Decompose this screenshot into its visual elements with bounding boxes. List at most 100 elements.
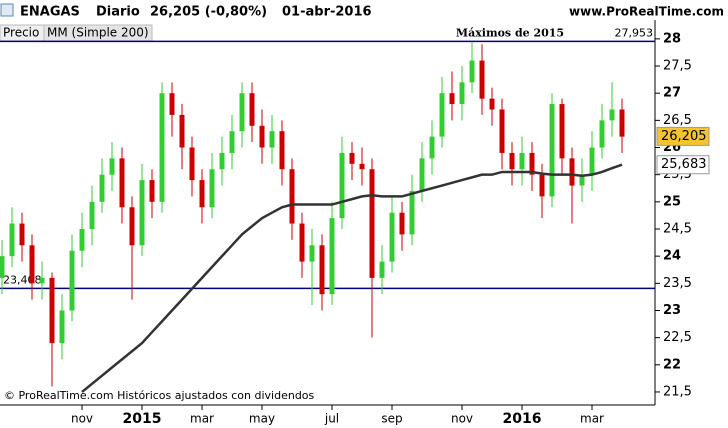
candle-body xyxy=(0,256,5,278)
candle-body xyxy=(229,131,235,153)
candle-body xyxy=(399,212,405,235)
candle-body xyxy=(369,169,375,278)
x-tick-label: may xyxy=(249,412,275,426)
footer: © ProRealTime.com Históricos ajustados c… xyxy=(4,389,315,402)
y-tick-label: 22,5 xyxy=(663,330,692,345)
candle-body xyxy=(339,152,345,219)
candle-body xyxy=(179,114,185,148)
candle-body xyxy=(539,174,545,197)
candle-body xyxy=(199,180,205,208)
candle-body xyxy=(439,93,445,137)
icon xyxy=(0,3,14,17)
price-box-label: 26,205 xyxy=(661,129,707,144)
candle-body xyxy=(79,228,85,251)
candle-body xyxy=(549,104,555,197)
candle-body xyxy=(29,245,35,284)
level-label: 27,953 xyxy=(615,26,654,39)
candle-body xyxy=(39,277,45,284)
y-tick-label: 21,5 xyxy=(663,384,692,399)
candle-body xyxy=(609,109,615,121)
candle-body xyxy=(319,245,325,295)
candle-body xyxy=(489,98,495,110)
candle-body xyxy=(119,158,125,208)
candle-body xyxy=(389,212,395,262)
candle-body xyxy=(619,109,625,137)
candle-body xyxy=(449,93,455,105)
candle-body xyxy=(99,174,105,202)
candle-body xyxy=(579,174,585,186)
candle-body xyxy=(509,152,515,170)
y-tick-label: 24 xyxy=(663,249,681,264)
candle-body xyxy=(529,152,535,175)
y-tick-label: 23,5 xyxy=(663,276,692,291)
y-tick-label: 26,5 xyxy=(663,113,692,128)
date: 01-abr-2016 xyxy=(282,5,372,20)
candle-body xyxy=(109,158,115,175)
candle-body xyxy=(19,223,25,246)
candle-body xyxy=(329,218,335,295)
candle-body xyxy=(249,93,255,126)
candle-body xyxy=(299,223,305,262)
candle-body xyxy=(559,104,565,159)
candle-body xyxy=(429,136,435,159)
candle-body xyxy=(459,82,465,105)
candle-body xyxy=(129,207,135,246)
candle-body xyxy=(169,93,175,115)
candle-body xyxy=(569,158,575,186)
candle-body xyxy=(59,310,65,344)
candle-body xyxy=(289,169,295,224)
candle-body xyxy=(149,180,155,202)
candle-body xyxy=(89,201,95,229)
x-tick-label: nov xyxy=(451,412,473,426)
candle-body xyxy=(409,190,415,235)
candle-body xyxy=(349,152,355,164)
candle-body xyxy=(279,131,285,170)
candle-body xyxy=(469,60,475,83)
candle-body xyxy=(49,277,55,344)
candle-body xyxy=(189,147,195,181)
candle-body xyxy=(259,125,265,148)
candle-body xyxy=(589,147,595,175)
site: www.ProRealTime.com xyxy=(569,5,724,19)
y-tick-label: 27 xyxy=(663,86,681,101)
candle-body xyxy=(519,152,525,170)
x-tick-label: mar xyxy=(190,412,214,426)
candle-body xyxy=(269,131,275,148)
candle-body xyxy=(9,223,15,257)
level-text: Máximos de 2015 xyxy=(456,26,564,39)
x-tick-label: nov xyxy=(71,412,93,426)
candle-body xyxy=(499,109,505,153)
candle-body xyxy=(69,250,75,311)
tab-label: MM (Simple 200) xyxy=(47,26,149,40)
candle-body xyxy=(209,169,215,208)
x-tick-label: jul xyxy=(324,412,339,426)
price-box xyxy=(656,126,710,146)
candle-body xyxy=(159,93,165,202)
y-tick-label: 23 xyxy=(663,303,681,318)
period: Diario xyxy=(96,5,140,20)
ma-line xyxy=(81,163,623,393)
y-tick-label: 25 xyxy=(663,194,681,209)
y-tick-label: 28 xyxy=(663,31,681,46)
x-tick-label: 2016 xyxy=(503,411,542,427)
candle-body xyxy=(219,152,225,170)
price-box xyxy=(656,155,710,175)
x-tick-label: mar xyxy=(580,412,604,426)
tab-label: Precio xyxy=(3,26,39,40)
y-tick-label: 24,5 xyxy=(663,221,692,236)
candle-body xyxy=(309,245,315,262)
quote: 26,205 (-0,80%) xyxy=(150,5,267,20)
symbol: ENAGAS xyxy=(20,5,80,20)
y-tick-label: 22 xyxy=(663,357,681,372)
candle-body xyxy=(419,158,425,191)
candle-body xyxy=(359,163,365,170)
candle-body xyxy=(379,261,385,278)
candle-body xyxy=(479,60,485,99)
x-tick-label: 2015 xyxy=(123,411,162,427)
candle-body xyxy=(599,120,605,148)
level-label: 23,408 xyxy=(3,273,42,286)
candle-body xyxy=(139,180,145,246)
